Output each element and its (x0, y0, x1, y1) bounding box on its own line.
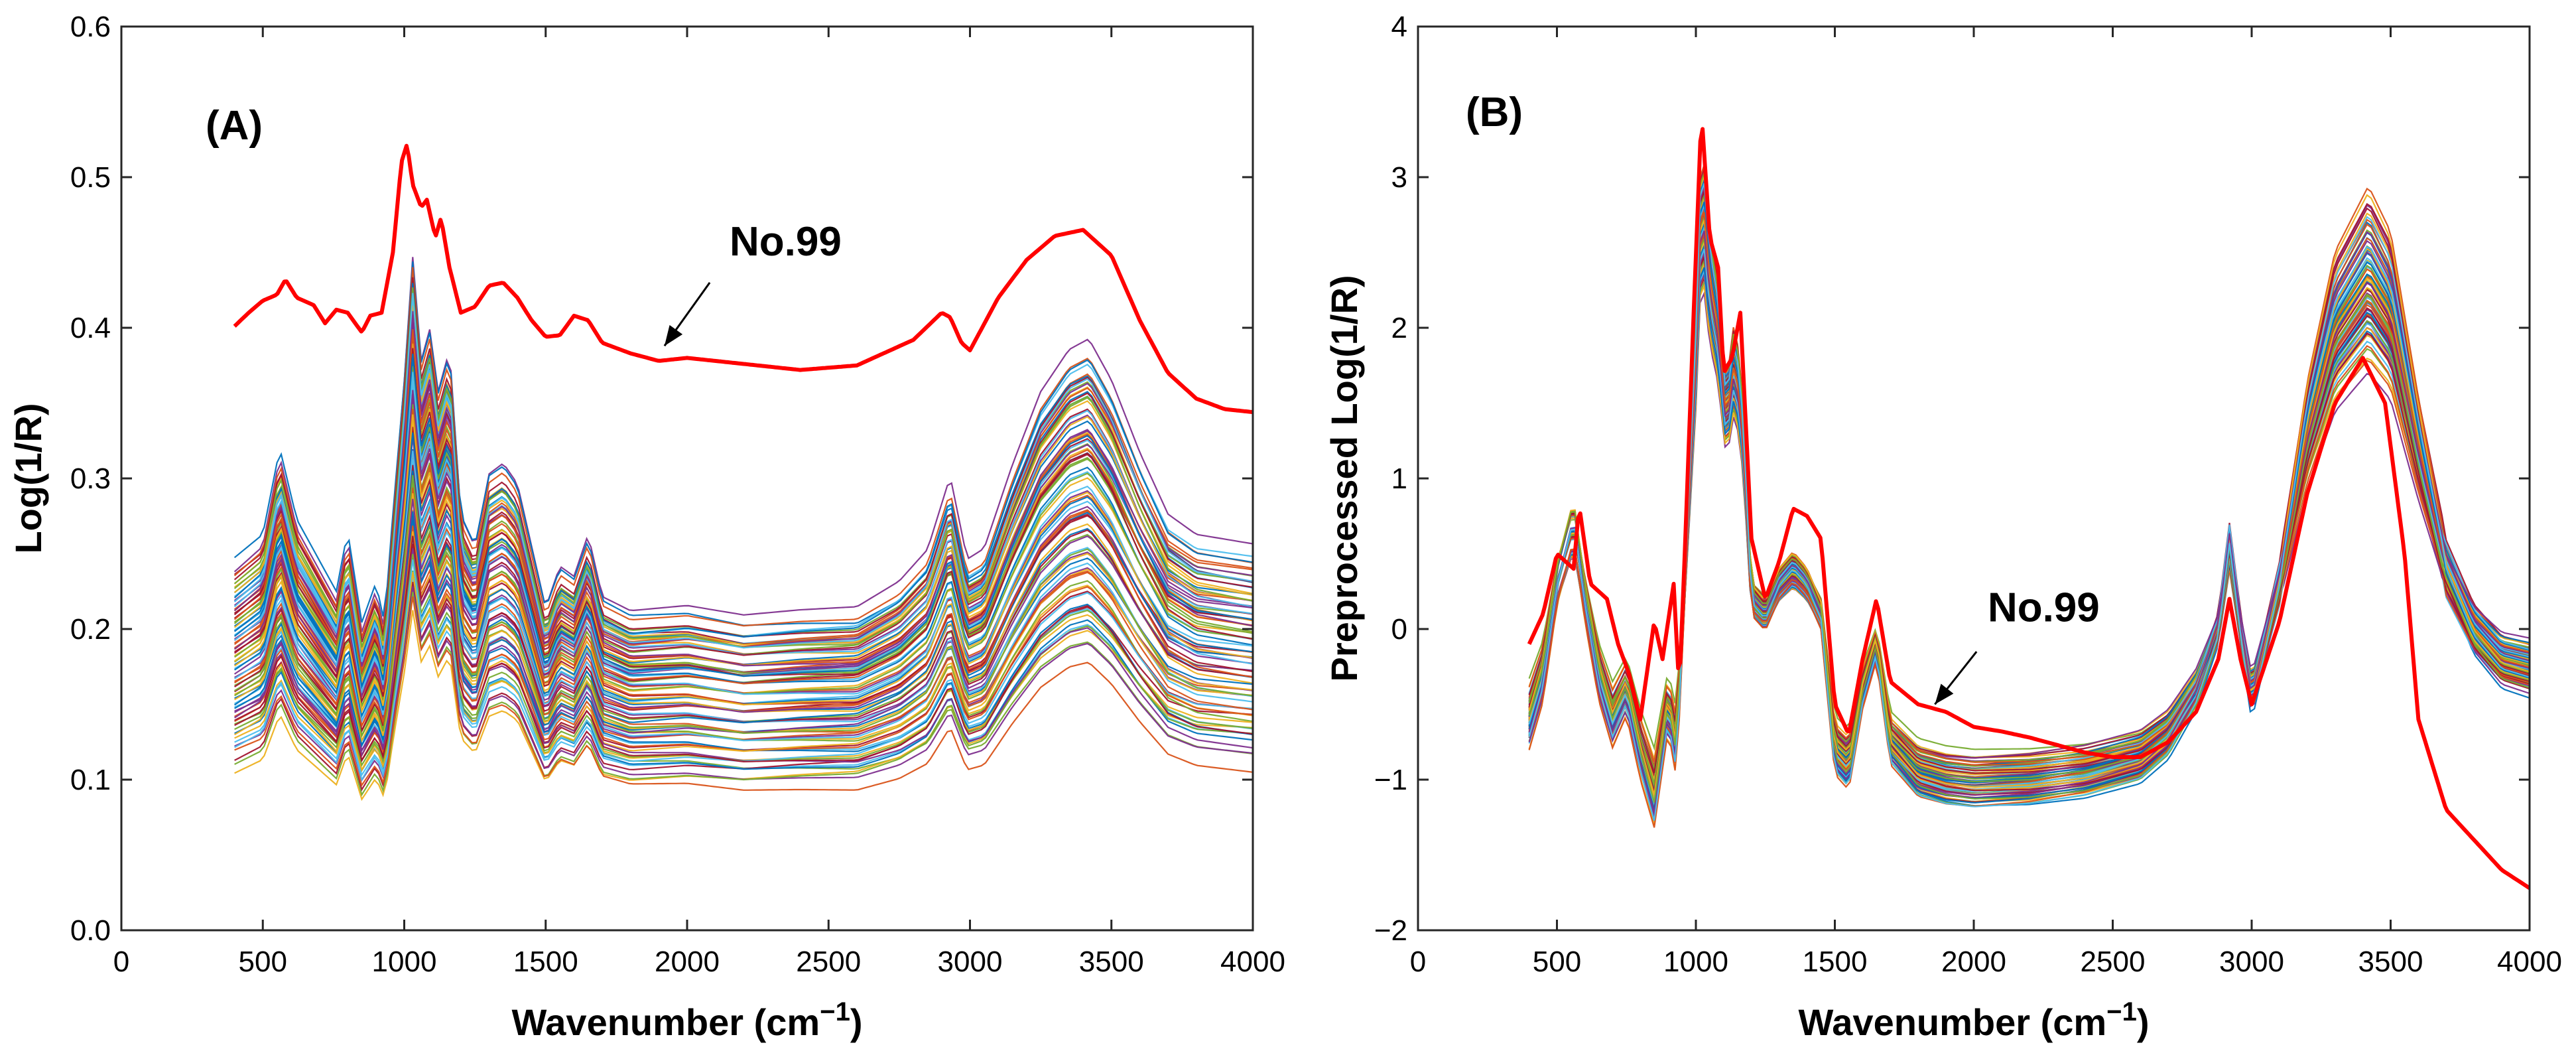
panel-a-ylabel: Log(1/R) (7, 403, 49, 553)
y-tick-label: 0.4 (70, 312, 111, 344)
y-tick-label: 0.2 (70, 613, 111, 646)
panel-b-ylabel: Preprocessed Log(1/R) (1323, 275, 1365, 681)
spectrum-line (234, 474, 1254, 739)
x-tick-label: 2500 (2081, 946, 2146, 978)
y-tick-label: 0.5 (70, 161, 111, 194)
x-tick-label: 2500 (796, 946, 861, 978)
x-tick-label: 500 (1533, 946, 1581, 978)
panel-b-ticks: 0 500 1000 1500 2000 2500 3000 3500 4000 −2 −1 0 1 2 3… (1374, 11, 2562, 978)
x-tick-label: 500 (239, 946, 287, 978)
highlight-line-no99 (233, 143, 1254, 415)
x-tick-label: 3000 (938, 946, 1003, 978)
x-tick-label: 1000 (1663, 946, 1728, 978)
panel-b-highlight-curve (1527, 127, 2531, 890)
panel-a-spectra (233, 257, 1254, 802)
y-tick-label: −1 (1374, 764, 1407, 796)
x-tick-label: 3500 (1079, 946, 1144, 978)
y-tick-label: 2 (1391, 312, 1407, 344)
y-tick-label: 0 (1391, 613, 1407, 646)
panel-a-tag: (A) (206, 103, 263, 149)
panel-b: 0 500 1000 1500 2000 2500 3000 3500 4000 −2 −1 0 1 2 3… (1323, 11, 2562, 1043)
y-tick-label: 1 (1391, 462, 1407, 495)
x-tick-label: 4000 (2497, 946, 2562, 978)
panel-a-annotation: No.99 (663, 219, 842, 347)
panel-b-arrowhead (1935, 683, 1954, 705)
panel-a-arrowhead (664, 324, 683, 346)
x-tick-label: 1000 (372, 946, 437, 978)
panel-b-xlabel: Wavenumber (cm−1) (1799, 997, 2150, 1043)
x-tick-label: 1500 (1803, 946, 1868, 978)
panel-a-frame (120, 25, 1254, 932)
spectrum-line (234, 535, 1254, 763)
panel-b-annotation: No.99 (1934, 585, 2100, 705)
y-tick-label: 0.1 (70, 764, 111, 796)
spectrum-line (1528, 212, 2530, 828)
highlight-line-no99 (1527, 127, 2531, 890)
panel-b-tag: (B) (1466, 90, 1523, 135)
y-tick-label: 0.3 (70, 462, 111, 495)
panel-a: 0 500 1000 1500 2000 2500 3000 3500 4000 0.0 0.1 0.… (7, 11, 1285, 1043)
y-tick-label: −2 (1374, 914, 1407, 947)
spectrum-line (234, 596, 1254, 791)
panel-a-annotation-label: No.99 (730, 219, 842, 265)
panel-b-annotation-label: No.99 (1988, 585, 2100, 631)
y-tick-label: 4 (1391, 11, 1407, 43)
x-tick-label: 4000 (1220, 946, 1285, 978)
y-tick-label: 0.0 (70, 914, 111, 947)
panel-b-spectra (1528, 165, 2530, 828)
spectrum-line (1528, 182, 2530, 821)
x-tick-label: 1500 (513, 946, 578, 978)
x-tick-label: 3000 (2219, 946, 2284, 978)
x-tick-label: 2000 (655, 946, 720, 978)
panel-a-xlabel: Wavenumber (cm−1) (512, 997, 863, 1043)
spectrum-line (233, 414, 1254, 714)
panel-a-ticks: 0 500 1000 1500 2000 2500 3000 3500 4000 0.0 0.1 0.… (70, 11, 1285, 978)
x-tick-label: 0 (113, 946, 129, 978)
y-tick-label: 0.6 (70, 11, 111, 43)
y-tick-label: 3 (1391, 161, 1407, 194)
spectrum-line (233, 293, 1254, 662)
x-tick-label: 3500 (2358, 946, 2423, 978)
panel-a-highlight-curve (233, 143, 1254, 415)
spectrum-line (233, 353, 1254, 689)
x-tick-label: 2000 (1941, 946, 2006, 978)
x-tick-label: 0 (1410, 946, 1426, 978)
